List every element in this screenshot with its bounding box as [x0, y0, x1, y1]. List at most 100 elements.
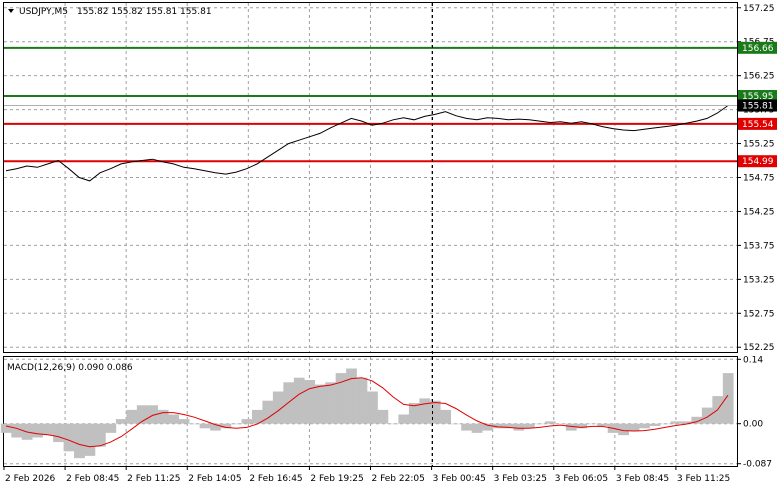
macd-bar [283, 382, 295, 424]
price-tick-label: 155.25 [743, 140, 775, 150]
macd-bar [691, 416, 703, 424]
macd-bar [701, 407, 713, 424]
macd-bar [544, 421, 556, 424]
macd-bar [115, 419, 127, 424]
macd-bar [262, 400, 274, 424]
time-tick-label: 2 Feb 16:45 [249, 474, 302, 484]
macd-bar [42, 423, 54, 436]
macd-bar [0, 423, 12, 433]
macd-bar [534, 423, 546, 425]
symbol-label: USDJPY,M5 [19, 7, 68, 17]
level-tag [738, 155, 777, 168]
macd-bar [576, 423, 588, 429]
ohlc-values: 155.82 155.82 155.81 155.81 [77, 7, 212, 17]
level-tag-label: 156.66 [742, 44, 774, 54]
macd-bar [597, 423, 609, 426]
macd-bar [471, 423, 483, 433]
macd-bar [126, 409, 138, 424]
macd-bar [565, 423, 577, 431]
macd-bar [419, 398, 431, 424]
level-tags: 156.66 155.95 155.54 154.99 155.81 [738, 41, 777, 168]
level-tag-label: 155.54 [742, 120, 774, 130]
macd-bar [84, 423, 96, 456]
macd-tick-label: 0.00 [743, 420, 763, 430]
price-series [4, 105, 737, 182]
macd-bar [335, 373, 347, 424]
macd-bar [408, 402, 420, 424]
macd-bar [53, 423, 64, 443]
time-tick-label: 3 Feb 06:05 [555, 474, 608, 484]
price-axis: 157.25156.75156.25155.75155.25154.75154.… [737, 4, 775, 353]
macd-bar [450, 423, 462, 425]
macd-tick-label: -0.087 [743, 460, 772, 470]
macd-bar [639, 423, 650, 429]
macd-bar [220, 423, 232, 429]
macd-bar [680, 421, 692, 424]
time-tick-label: 3 Feb 00:45 [433, 474, 486, 484]
macd-bar [482, 423, 493, 431]
macd-bar [178, 419, 190, 424]
price-tick-label: 153.25 [743, 275, 775, 285]
macd-bar [11, 423, 23, 438]
macd-bar [95, 423, 106, 447]
macd-bar [513, 423, 525, 431]
level-tag-label: 154.99 [742, 157, 774, 167]
macd-bar [722, 373, 734, 424]
level-tag [738, 117, 777, 130]
macd-tick-label: 0.14 [743, 355, 763, 365]
macd-bar [670, 421, 682, 424]
macd-bar [461, 423, 472, 431]
time-tick-label: 2 Feb 19:25 [310, 474, 363, 484]
macd-bar [272, 391, 284, 424]
level-lines[interactable] [4, 46, 737, 163]
price-tick-label: 152.25 [743, 343, 775, 353]
macd-bar [293, 377, 305, 424]
time-tick-label: 2 Feb 2026 [5, 474, 56, 484]
macd-bar [241, 419, 253, 424]
time-tick-label: 2 Feb 08:45 [66, 474, 119, 484]
level-tag [738, 41, 777, 54]
time-tick-label: 2 Feb 22:05 [372, 474, 425, 484]
macd-axis: 0.14 0.00 -0.087 [737, 355, 772, 470]
macd-bar [231, 423, 242, 425]
time-tick-label: 2 Feb 11:25 [127, 474, 180, 484]
level-tag-label: 155.95 [742, 92, 774, 102]
collapse-arrow-icon[interactable] [8, 9, 14, 13]
price-tick-label: 156.25 [743, 72, 775, 82]
macd-bar [492, 423, 504, 429]
macd-bar [618, 423, 629, 436]
macd-bar [314, 384, 326, 424]
macd-bar [377, 409, 389, 424]
macd-bar [304, 379, 316, 424]
macd-bar [660, 423, 671, 425]
price-tick-label: 157.25 [743, 4, 775, 14]
macd-bar [325, 382, 336, 424]
macd-title: MACD(12,26,9) 0.090 0.086 [7, 363, 133, 373]
price-grid [4, 3, 737, 352]
macd-bar [157, 409, 169, 424]
macd-bar [189, 423, 200, 425]
macd-bar [32, 423, 43, 438]
macd-bar [251, 409, 263, 424]
price-tick-label: 153.75 [743, 241, 775, 251]
macd-bar [356, 377, 368, 424]
macd-bar [555, 423, 567, 425]
current-price-label: 155.81 [742, 102, 774, 112]
price-line [5, 105, 729, 182]
price-tick-label: 152.75 [743, 309, 775, 319]
macd-signal [5, 377, 729, 448]
macd-bar [429, 400, 441, 424]
macd-bar [628, 423, 640, 431]
level-tag [738, 90, 777, 103]
macd-bar [346, 368, 357, 424]
time-tick-label: 3 Feb 08:45 [616, 474, 669, 484]
macd-bar [649, 423, 661, 426]
macd-bar [586, 423, 598, 425]
time-tick-label: 3 Feb 03:25 [494, 474, 547, 484]
macd-bar [199, 423, 211, 429]
macd-bar [387, 423, 399, 425]
macd-bar [136, 405, 148, 424]
macd-bar [63, 423, 75, 452]
macd-bar [105, 423, 117, 433]
